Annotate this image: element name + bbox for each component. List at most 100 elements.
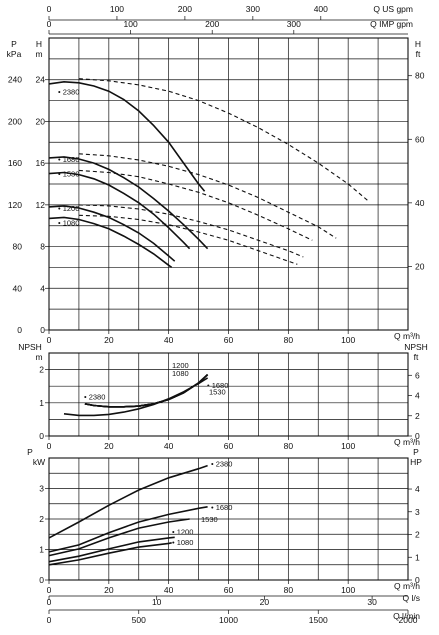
head-label-1680: • 1680 xyxy=(58,155,79,164)
power-label-1680: • 1680 xyxy=(211,503,232,512)
power-label-1200: • 1200 xyxy=(172,527,193,536)
npsh-xtick-label: 0 xyxy=(47,441,52,451)
npsh-xtick-label: 60 xyxy=(224,441,234,451)
power-xtick-label: 60 xyxy=(224,585,234,595)
head-series-1680-line xyxy=(48,156,209,250)
npsh-ytick-label: 1 xyxy=(39,398,44,408)
power-series-1530-line xyxy=(48,518,190,557)
head-kpa-tick-label: 240 xyxy=(8,75,22,85)
npsh-xlabel: Q m³/h xyxy=(394,437,420,447)
top-axis-0-tick-label: 100 xyxy=(110,4,124,14)
head-series-1530-line xyxy=(48,171,191,250)
power-label-1530: 1530 xyxy=(201,515,218,524)
bottom-axis-1-tick-label: 0 xyxy=(47,615,52,625)
head-xtick-label: 60 xyxy=(224,335,234,345)
head-series-1200-efficiency-line xyxy=(78,204,304,258)
power-rtick-label: 2 xyxy=(415,530,420,540)
head-label-1200: • 1200 xyxy=(58,204,79,213)
npsh-rtick-label: 4 xyxy=(415,391,420,401)
head-label-1530: • 1530 xyxy=(58,170,79,179)
head-xtick-label: 40 xyxy=(164,335,174,345)
power-xtick-label: 20 xyxy=(104,585,114,595)
npsh-series-1080-line xyxy=(84,374,209,408)
power-xtick-label: 40 xyxy=(164,585,174,595)
power-ytick-label: 0 xyxy=(39,575,44,585)
power-label-1080: • 1080 xyxy=(172,538,193,547)
power-right-title: P xyxy=(413,447,419,457)
power-series-1080-line xyxy=(48,542,172,566)
head-m-label: m xyxy=(35,49,42,59)
npsh-rtick-label: 2 xyxy=(415,411,420,421)
head-ytick-label: 8 xyxy=(40,242,45,252)
power-xtick-label: 0 xyxy=(47,585,52,595)
npsh-xtick-label: 80 xyxy=(284,441,294,451)
top-axis-1-tick-label: 200 xyxy=(205,19,219,29)
npsh-series-1680-line xyxy=(84,374,209,408)
power-rtick-label: 3 xyxy=(415,507,420,517)
head-label-1080: • 1080 xyxy=(58,219,79,228)
power-series-1680-line xyxy=(48,506,208,553)
power-xlabel: Q m³/h xyxy=(394,581,420,591)
npsh-left-unit: m xyxy=(35,352,42,362)
npsh-label-1530: 1530 xyxy=(209,388,226,397)
head-rtick-label: 80 xyxy=(415,71,425,81)
bottom-axis-1-tick-label: 1000 xyxy=(219,615,238,625)
bottom-axis-1-tick-label: 1500 xyxy=(309,615,328,625)
power-ytick-label: 1 xyxy=(39,545,44,555)
npsh-label-1200: 1200 xyxy=(172,361,189,370)
head-kpa-tick-label: 120 xyxy=(8,200,22,210)
head-label-2380: • 2380 xyxy=(58,87,79,96)
head-kpa-tick-label: 0 xyxy=(17,325,22,335)
bottom-axis-0-tick-label: 30 xyxy=(367,597,377,607)
top-axis-1-tick-label: 100 xyxy=(124,19,138,29)
head-xtick-label: 20 xyxy=(104,335,114,345)
npsh-label-2380: • 2380 xyxy=(84,392,105,401)
top-axis-0-tick-label: 200 xyxy=(178,4,192,14)
head-series-1680-efficiency-line xyxy=(78,153,337,239)
bottom-axis-0-tick-label: 20 xyxy=(260,597,270,607)
power-right-unit: HP xyxy=(410,457,422,467)
head-xlabel: Q m³/h xyxy=(394,331,420,341)
top-axis-0-tick-label: 0 xyxy=(47,4,52,14)
npsh-series-1530-line xyxy=(84,374,209,408)
bottom-axis-0-label: Q l/s xyxy=(403,593,420,603)
top-axis-0-label: Q US gpm xyxy=(373,4,413,14)
head-h-label: H xyxy=(36,39,42,49)
npsh-label-1680: • 1680 xyxy=(207,381,228,390)
head-xtick-label: 80 xyxy=(284,335,294,345)
head-series-1530-efficiency-line xyxy=(78,169,313,241)
head-rtick-label: 60 xyxy=(415,134,425,144)
power-left-title: P xyxy=(27,447,33,457)
power-ytick-label: 2 xyxy=(39,514,44,524)
npsh-rtick-label: 6 xyxy=(415,370,420,380)
top-axis-0-tick-label: 300 xyxy=(246,4,260,14)
npsh-ytick-label: 0 xyxy=(39,431,44,441)
head-kpa-tick-label: 40 xyxy=(13,283,23,293)
power-ytick-label: 3 xyxy=(39,484,44,494)
power-series-2380-line xyxy=(48,464,208,539)
head-xtick-label: 100 xyxy=(341,335,355,345)
power-xtick-label: 80 xyxy=(284,585,294,595)
npsh-xtick-label: 20 xyxy=(104,441,114,451)
top-axis-1-label: Q IMP gpm xyxy=(370,19,413,29)
head-ytick-label: 0 xyxy=(40,325,45,335)
head-ytick-label: 4 xyxy=(40,283,45,293)
head-rtick-label: 40 xyxy=(415,198,425,208)
head-kpa-label: kPa xyxy=(7,49,22,59)
head-series-1080-line xyxy=(48,216,173,269)
power-rtick-label: 1 xyxy=(415,552,420,562)
top-axis-1-tick-label: 0 xyxy=(47,19,52,29)
head-series-2380-line xyxy=(48,80,206,192)
bottom-axis-0-tick-label: 0 xyxy=(47,597,52,607)
power-series-1200-line xyxy=(48,536,175,563)
bottom-axis-1-label: Q l/min xyxy=(393,611,420,621)
npsh-ytick-label: 2 xyxy=(39,365,44,375)
npsh-right-title: NPSH xyxy=(404,342,428,352)
bottom-axis-0-tick-label: 10 xyxy=(152,597,162,607)
head-p-label: P xyxy=(11,39,17,49)
power-label-2380: • 2380 xyxy=(211,460,232,469)
npsh-left-title: NPSH xyxy=(18,342,42,352)
npsh-label-1080: 1080 xyxy=(172,369,189,378)
bottom-axis-1-tick-label: 500 xyxy=(132,615,146,625)
